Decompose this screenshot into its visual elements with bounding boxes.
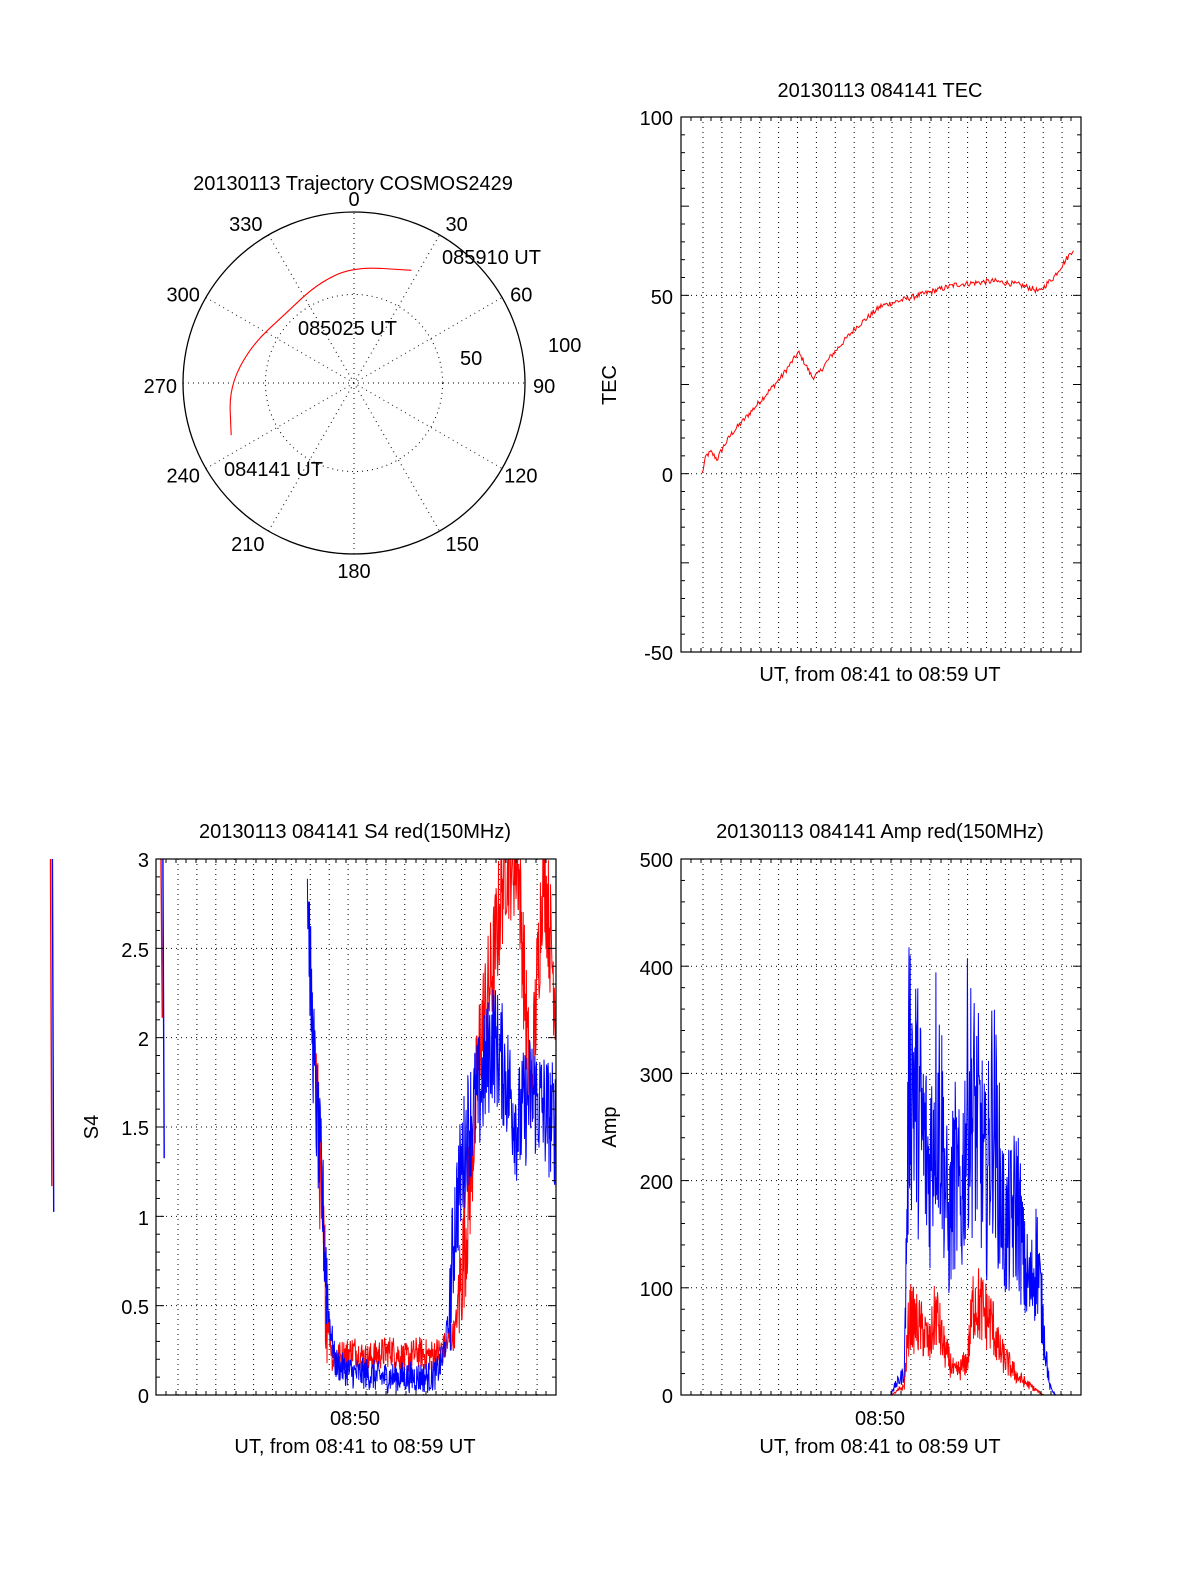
polar-radial-label-50: 50 [460,348,482,370]
s4-series [49,858,557,1395]
polar-point-label-start: 084141 UT [224,459,323,481]
polar-spoke [268,234,440,532]
s4-ylabel: S4 [81,1115,103,1139]
polar-trajectory-series [229,267,412,436]
amp-title: 20130113 084141 Amp red(150MHz) [716,821,1044,843]
s4-xlabel: UT, from 08:41 to 08:59 UT [234,1436,475,1458]
tec-ylabel: TEC [599,365,621,405]
s4-ytick-2-5: 2.5 [121,940,149,962]
s4-blue-line [306,878,557,1395]
tec-ytick-100: 100 [640,108,673,130]
polar-azimuth-label-210: 210 [231,534,264,556]
polar-azimuth-label-60: 60 [510,285,532,307]
polar-azimuth-label-0: 0 [348,189,359,211]
tec-grid [681,117,1081,652]
polar-trajectory-line [229,267,412,436]
polar-point-label-mid: 085025 UT [298,318,397,340]
amp-ytick-300: 300 [640,1065,673,1087]
polar-title: 20130113 Trajectory COSMOS2429 [193,173,513,195]
s4-plot: 20130113 084141 S4 red(150MHz) 3 2.5 2 1… [49,821,557,1458]
s4-grid [156,859,556,1395]
polar-grid [182,211,526,555]
s4-title: 20130113 084141 S4 red(150MHz) [199,821,511,843]
amp-ytick-0: 0 [662,1386,673,1408]
polar-azimuth-label-330: 330 [229,214,262,236]
tec-plot: 20130113 084141 TEC 100 50 0 -50 TEC UT,… [599,80,1082,686]
tec-xlabel: UT, from 08:41 to 08:59 UT [759,664,1000,686]
polar-azimuth-label-90: 90 [533,376,555,398]
polar-radial-label-100: 100 [548,335,581,357]
amp-plot: 20130113 084141 Amp red(150MHz) 500 400 … [599,821,1082,1458]
polar-azimuth-label-300: 300 [167,285,200,307]
tec-title: 20130113 084141 TEC [778,80,983,102]
amp-ytick-500: 500 [640,850,673,872]
polar-azimuth-label-30: 30 [446,214,468,236]
amp-grid [681,859,1081,1395]
s4-ytick-0: 0 [138,1386,149,1408]
polar-inner-ring [264,293,444,473]
s4-ytick-1-5: 1.5 [121,1118,149,1140]
polar-azimuth-label-270: 270 [144,376,177,398]
polar-point-label-end: 085910 UT [442,247,541,269]
tec-line [701,250,1074,473]
polar-azimuth-label-240: 240 [167,466,200,488]
amp-ticks [680,858,1082,1396]
s4-xtick-0850: 08:50 [330,1408,380,1430]
tec-ytick-50: 50 [651,287,673,309]
amp-xtick-0850: 08:50 [855,1408,905,1430]
s4-red-early [49,858,163,1187]
tec-ytick-0: 0 [662,465,673,487]
amp-xlabel: UT, from 08:41 to 08:59 UT [759,1436,1000,1458]
s4-ytick-2: 2 [138,1029,149,1051]
amp-ytick-100: 100 [640,1279,673,1301]
amp-ylabel: Amp [599,1106,621,1147]
s4-ytick-3: 3 [138,850,149,872]
s4-ytick-1: 1 [138,1208,149,1230]
polar-azimuth-label-120: 120 [504,466,537,488]
tec-ytick-neg50: -50 [644,643,673,665]
s4-blue-early [51,858,165,1212]
amp-ytick-400: 400 [640,958,673,980]
polar-azimuth-label-180: 180 [337,561,370,583]
s4-ticks [155,858,557,1396]
tec-ticks [680,116,1082,653]
s4-ytick-0-5: 0.5 [121,1297,149,1319]
polar-azimuth-label-150: 150 [446,534,479,556]
polar-trajectory-plot: 20130113 Trajectory COSMOS2429 0 30 60 90 12… [144,173,582,583]
amp-ytick-200: 200 [640,1172,673,1194]
tec-series [701,250,1074,473]
polar-azimuth-labels: 0 30 60 90 120 150 180 210 240 270 300 330 [144,189,556,583]
